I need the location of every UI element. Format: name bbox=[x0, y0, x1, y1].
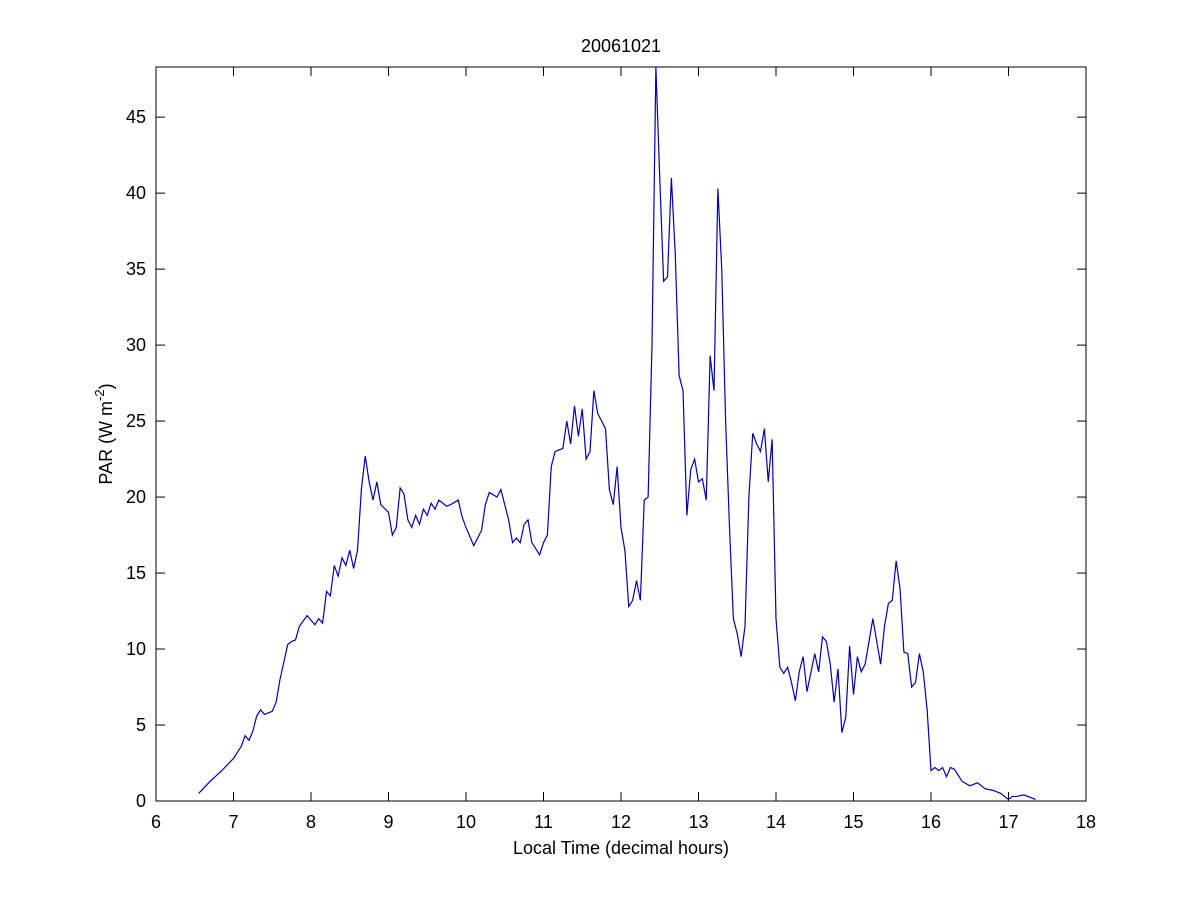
x-tick-label: 8 bbox=[306, 812, 316, 832]
y-tick-label: 10 bbox=[126, 639, 146, 659]
data-line bbox=[198, 66, 1036, 801]
x-tick-label: 7 bbox=[228, 812, 238, 832]
y-tick-label: 15 bbox=[126, 563, 146, 583]
y-label-text: PAR (W m bbox=[96, 401, 116, 485]
y-label-suffix: ) bbox=[96, 383, 116, 389]
y-tick-label: 20 bbox=[126, 487, 146, 507]
y-tick-label: 5 bbox=[136, 715, 146, 735]
x-tick-label: 6 bbox=[151, 812, 161, 832]
x-axis-label: Local Time (decimal hours) bbox=[513, 838, 729, 858]
chart-title: 20061021 bbox=[581, 36, 661, 56]
y-tick-label: 30 bbox=[126, 335, 146, 355]
x-tick-label: 13 bbox=[688, 812, 708, 832]
y-label-superscript: -2 bbox=[92, 389, 107, 401]
y-tick-label: 0 bbox=[136, 791, 146, 811]
x-tick-label: 18 bbox=[1076, 812, 1096, 832]
x-tick-label: 9 bbox=[383, 812, 393, 832]
y-tick-label: 35 bbox=[126, 259, 146, 279]
x-tick-label: 16 bbox=[921, 812, 941, 832]
x-tick-label: 15 bbox=[843, 812, 863, 832]
plot-area bbox=[155, 66, 1087, 802]
x-tick-label: 11 bbox=[534, 812, 553, 832]
y-tick-label: 45 bbox=[126, 107, 146, 127]
y-tick-label: 25 bbox=[126, 411, 146, 431]
x-tick-label: 10 bbox=[456, 812, 476, 832]
x-tick-label: 17 bbox=[998, 812, 1018, 832]
x-tick-label: 14 bbox=[766, 812, 786, 832]
y-axis-label: PAR (W m-2) bbox=[92, 383, 116, 484]
x-tick-label: 12 bbox=[611, 812, 631, 832]
y-tick-label: 40 bbox=[126, 183, 146, 203]
